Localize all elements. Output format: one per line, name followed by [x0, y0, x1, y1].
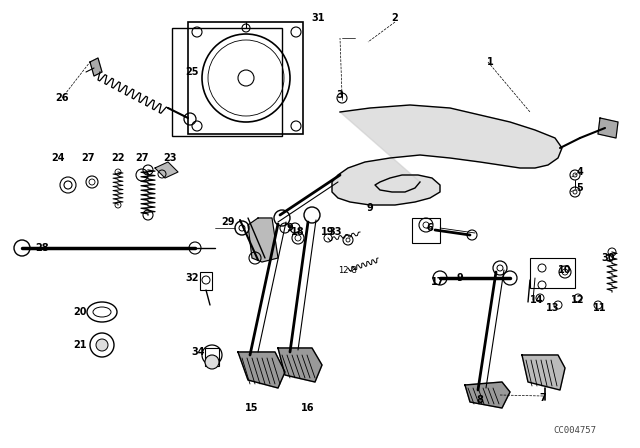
- Text: 9: 9: [287, 223, 293, 233]
- Text: 7: 7: [540, 393, 547, 403]
- Text: 11: 11: [593, 303, 607, 313]
- Text: 18: 18: [291, 227, 305, 237]
- Polygon shape: [465, 382, 510, 408]
- Text: 16: 16: [301, 403, 315, 413]
- Text: 30: 30: [601, 253, 615, 263]
- Text: 22: 22: [111, 153, 125, 163]
- Text: CC004757: CC004757: [554, 426, 596, 435]
- Text: 20: 20: [73, 307, 87, 317]
- Text: 9: 9: [367, 203, 373, 213]
- Text: 8: 8: [477, 395, 483, 405]
- Text: 5: 5: [577, 183, 584, 193]
- Polygon shape: [90, 58, 102, 76]
- Text: 17: 17: [431, 277, 445, 287]
- Bar: [205, 348, 219, 366]
- Polygon shape: [248, 218, 278, 262]
- Text: 12-8: 12-8: [339, 266, 357, 275]
- Text: 24: 24: [51, 153, 65, 163]
- Text: 34: 34: [191, 347, 205, 357]
- Text: 27: 27: [135, 153, 148, 163]
- Text: 9: 9: [456, 273, 463, 283]
- Text: 19: 19: [321, 227, 335, 237]
- Polygon shape: [238, 352, 285, 388]
- Circle shape: [96, 339, 108, 351]
- Text: 12: 12: [572, 295, 585, 305]
- Text: 25: 25: [185, 67, 199, 77]
- Text: 26: 26: [55, 93, 68, 103]
- Polygon shape: [332, 105, 562, 205]
- Bar: [172, 28, 282, 136]
- Bar: [188, 22, 303, 134]
- Text: 15: 15: [245, 403, 259, 413]
- Text: 27: 27: [81, 153, 95, 163]
- Polygon shape: [522, 355, 565, 390]
- Text: 3: 3: [337, 90, 344, 100]
- Text: 13: 13: [547, 303, 560, 313]
- Text: 4: 4: [577, 167, 584, 177]
- Text: 28: 28: [35, 243, 49, 253]
- Text: 32: 32: [185, 273, 199, 283]
- Text: 29: 29: [221, 217, 235, 227]
- Bar: [412, 218, 440, 243]
- Text: 1: 1: [486, 57, 493, 67]
- Text: 33: 33: [328, 227, 342, 237]
- Polygon shape: [598, 118, 618, 138]
- Text: 2: 2: [392, 13, 398, 23]
- Text: 14: 14: [531, 295, 544, 305]
- Text: 21: 21: [73, 340, 87, 350]
- Bar: [200, 272, 212, 290]
- Text: 10: 10: [558, 265, 572, 275]
- Text: 6: 6: [427, 223, 433, 233]
- Polygon shape: [155, 162, 178, 178]
- Bar: [530, 258, 575, 288]
- Text: 23: 23: [163, 153, 177, 163]
- Text: 31: 31: [311, 13, 324, 23]
- Circle shape: [205, 355, 219, 369]
- Polygon shape: [278, 348, 322, 382]
